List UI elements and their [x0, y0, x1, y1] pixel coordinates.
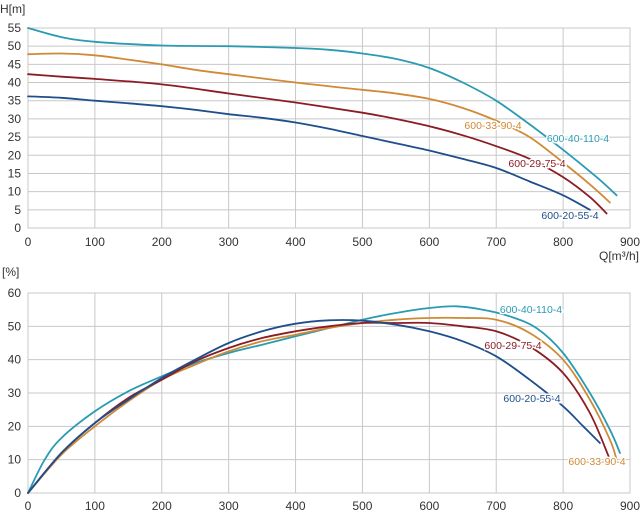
series-label-600-33-90-4: 600-33-90-4: [464, 120, 521, 132]
y-tick-label: 35: [8, 94, 22, 108]
x-tick-label: 400: [286, 235, 306, 249]
x-tick-label: 100: [85, 499, 105, 513]
x-tick-label: 500: [352, 499, 372, 513]
y-axis-label: [%]: [2, 265, 19, 279]
series-line-600-33-90-4: [27, 52, 611, 204]
y-tick-label: 45: [8, 57, 22, 71]
x-tick-label: 800: [553, 499, 573, 513]
x-tick-label: 300: [219, 499, 239, 513]
y-tick-label: 55: [8, 21, 22, 35]
series-label-600-29-75-4: 600-29-75-4: [508, 158, 565, 170]
y-axis-label: H[m]: [0, 2, 25, 16]
y-tick-label: 40: [8, 353, 22, 367]
series-label-600-40-110-4: 600-40-110-4: [547, 133, 609, 145]
y-tick-label: 50: [8, 39, 22, 53]
x-tick-label: 900: [620, 499, 640, 513]
series-line-600-29-75-4: [27, 321, 610, 494]
y-tick-label: 5: [14, 203, 21, 217]
series-label-600-29-75-4: 600-29-75-4: [484, 340, 541, 352]
y-tick-label: 40: [8, 76, 22, 90]
x-tick-label: 200: [152, 235, 172, 249]
series-line-600-20-55-4: [27, 319, 601, 494]
x-tick-label: 200: [152, 499, 172, 513]
y-tick-label: 20: [8, 419, 22, 433]
y-tick-label: 25: [8, 130, 22, 144]
series-line-600-20-55-4: [27, 95, 591, 211]
x-tick-label: 700: [486, 235, 506, 249]
x-tick-label: 600: [419, 499, 439, 513]
x-tick-label: 0: [25, 499, 32, 513]
y-tick-label: 50: [8, 319, 22, 333]
x-tick-label: 0: [25, 235, 32, 249]
y-tick-label: 30: [8, 386, 22, 400]
y-tick-label: 60: [8, 286, 22, 300]
x-axis-label: Q[m³/h]: [599, 249, 639, 263]
series-label-600-20-55-4: 600-20-55-4: [503, 393, 560, 405]
efficiency-curve-chart: 0 100 200 300 400 500 600 700 800 900 0 10 20 30 40 50 6…: [2, 265, 640, 513]
x-tick-label: 400: [286, 499, 306, 513]
y-tick-label: 20: [8, 148, 22, 162]
y-tick-label: 15: [8, 166, 22, 180]
series-label-600-20-55-4: 600-20-55-4: [541, 210, 598, 222]
x-tick-label: 700: [486, 499, 506, 513]
x-tick-label: 300: [219, 235, 239, 249]
series-label-600-33-90-4: 600-33-90-4: [568, 456, 625, 468]
x-tick-label: 800: [553, 235, 573, 249]
x-tick-label: 100: [85, 235, 105, 249]
x-tick-label: 500: [352, 235, 372, 249]
head-curve-chart: 0 100 200 300 400 500 600 700 800 900 0 5 10 15 20 25 30…: [0, 2, 640, 263]
x-tick-label: 900: [620, 235, 640, 249]
y-tick-label: 10: [8, 453, 22, 467]
series-line-600-29-75-4: [27, 73, 608, 215]
y-tick-label: 10: [8, 185, 22, 199]
series-line-600-33-90-4: [27, 316, 618, 494]
x-tick-label: 600: [419, 235, 439, 249]
y-tick-label: 30: [8, 112, 22, 126]
series-label-600-40-110-4: 600-40-110-4: [500, 304, 562, 316]
y-tick-label: 0: [14, 221, 21, 235]
series-line-600-40-110-4: [27, 27, 618, 197]
y-tick-label: 0: [14, 486, 21, 500]
